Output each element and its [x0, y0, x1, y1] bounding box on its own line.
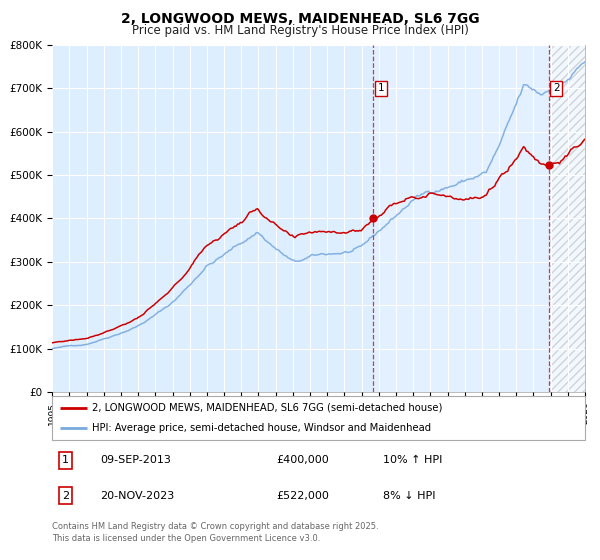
Text: 20-NOV-2023: 20-NOV-2023	[100, 491, 175, 501]
Text: 2: 2	[553, 83, 560, 93]
Text: 10% ↑ HPI: 10% ↑ HPI	[383, 455, 442, 465]
Text: £400,000: £400,000	[276, 455, 329, 465]
Text: 1: 1	[378, 83, 385, 93]
Text: 2, LONGWOOD MEWS, MAIDENHEAD, SL6 7GG: 2, LONGWOOD MEWS, MAIDENHEAD, SL6 7GG	[121, 12, 479, 26]
FancyBboxPatch shape	[52, 396, 585, 440]
Text: Contains HM Land Registry data © Crown copyright and database right 2025.
This d: Contains HM Land Registry data © Crown c…	[52, 522, 379, 543]
Bar	[373, 45, 549, 392]
Text: Price paid vs. HM Land Registry's House Price Index (HPI): Price paid vs. HM Land Registry's House …	[131, 24, 469, 36]
Text: HPI: Average price, semi-detached house, Windsor and Maidenhead: HPI: Average price, semi-detached house,…	[92, 423, 431, 433]
Text: 09-SEP-2013: 09-SEP-2013	[100, 455, 171, 465]
Text: 2: 2	[62, 491, 69, 501]
Bar	[549, 45, 585, 392]
Text: 2, LONGWOOD MEWS, MAIDENHEAD, SL6 7GG (semi-detached house): 2, LONGWOOD MEWS, MAIDENHEAD, SL6 7GG (s…	[92, 403, 443, 413]
Text: 1: 1	[62, 455, 69, 465]
Text: 8% ↓ HPI: 8% ↓ HPI	[383, 491, 435, 501]
Text: £522,000: £522,000	[276, 491, 329, 501]
